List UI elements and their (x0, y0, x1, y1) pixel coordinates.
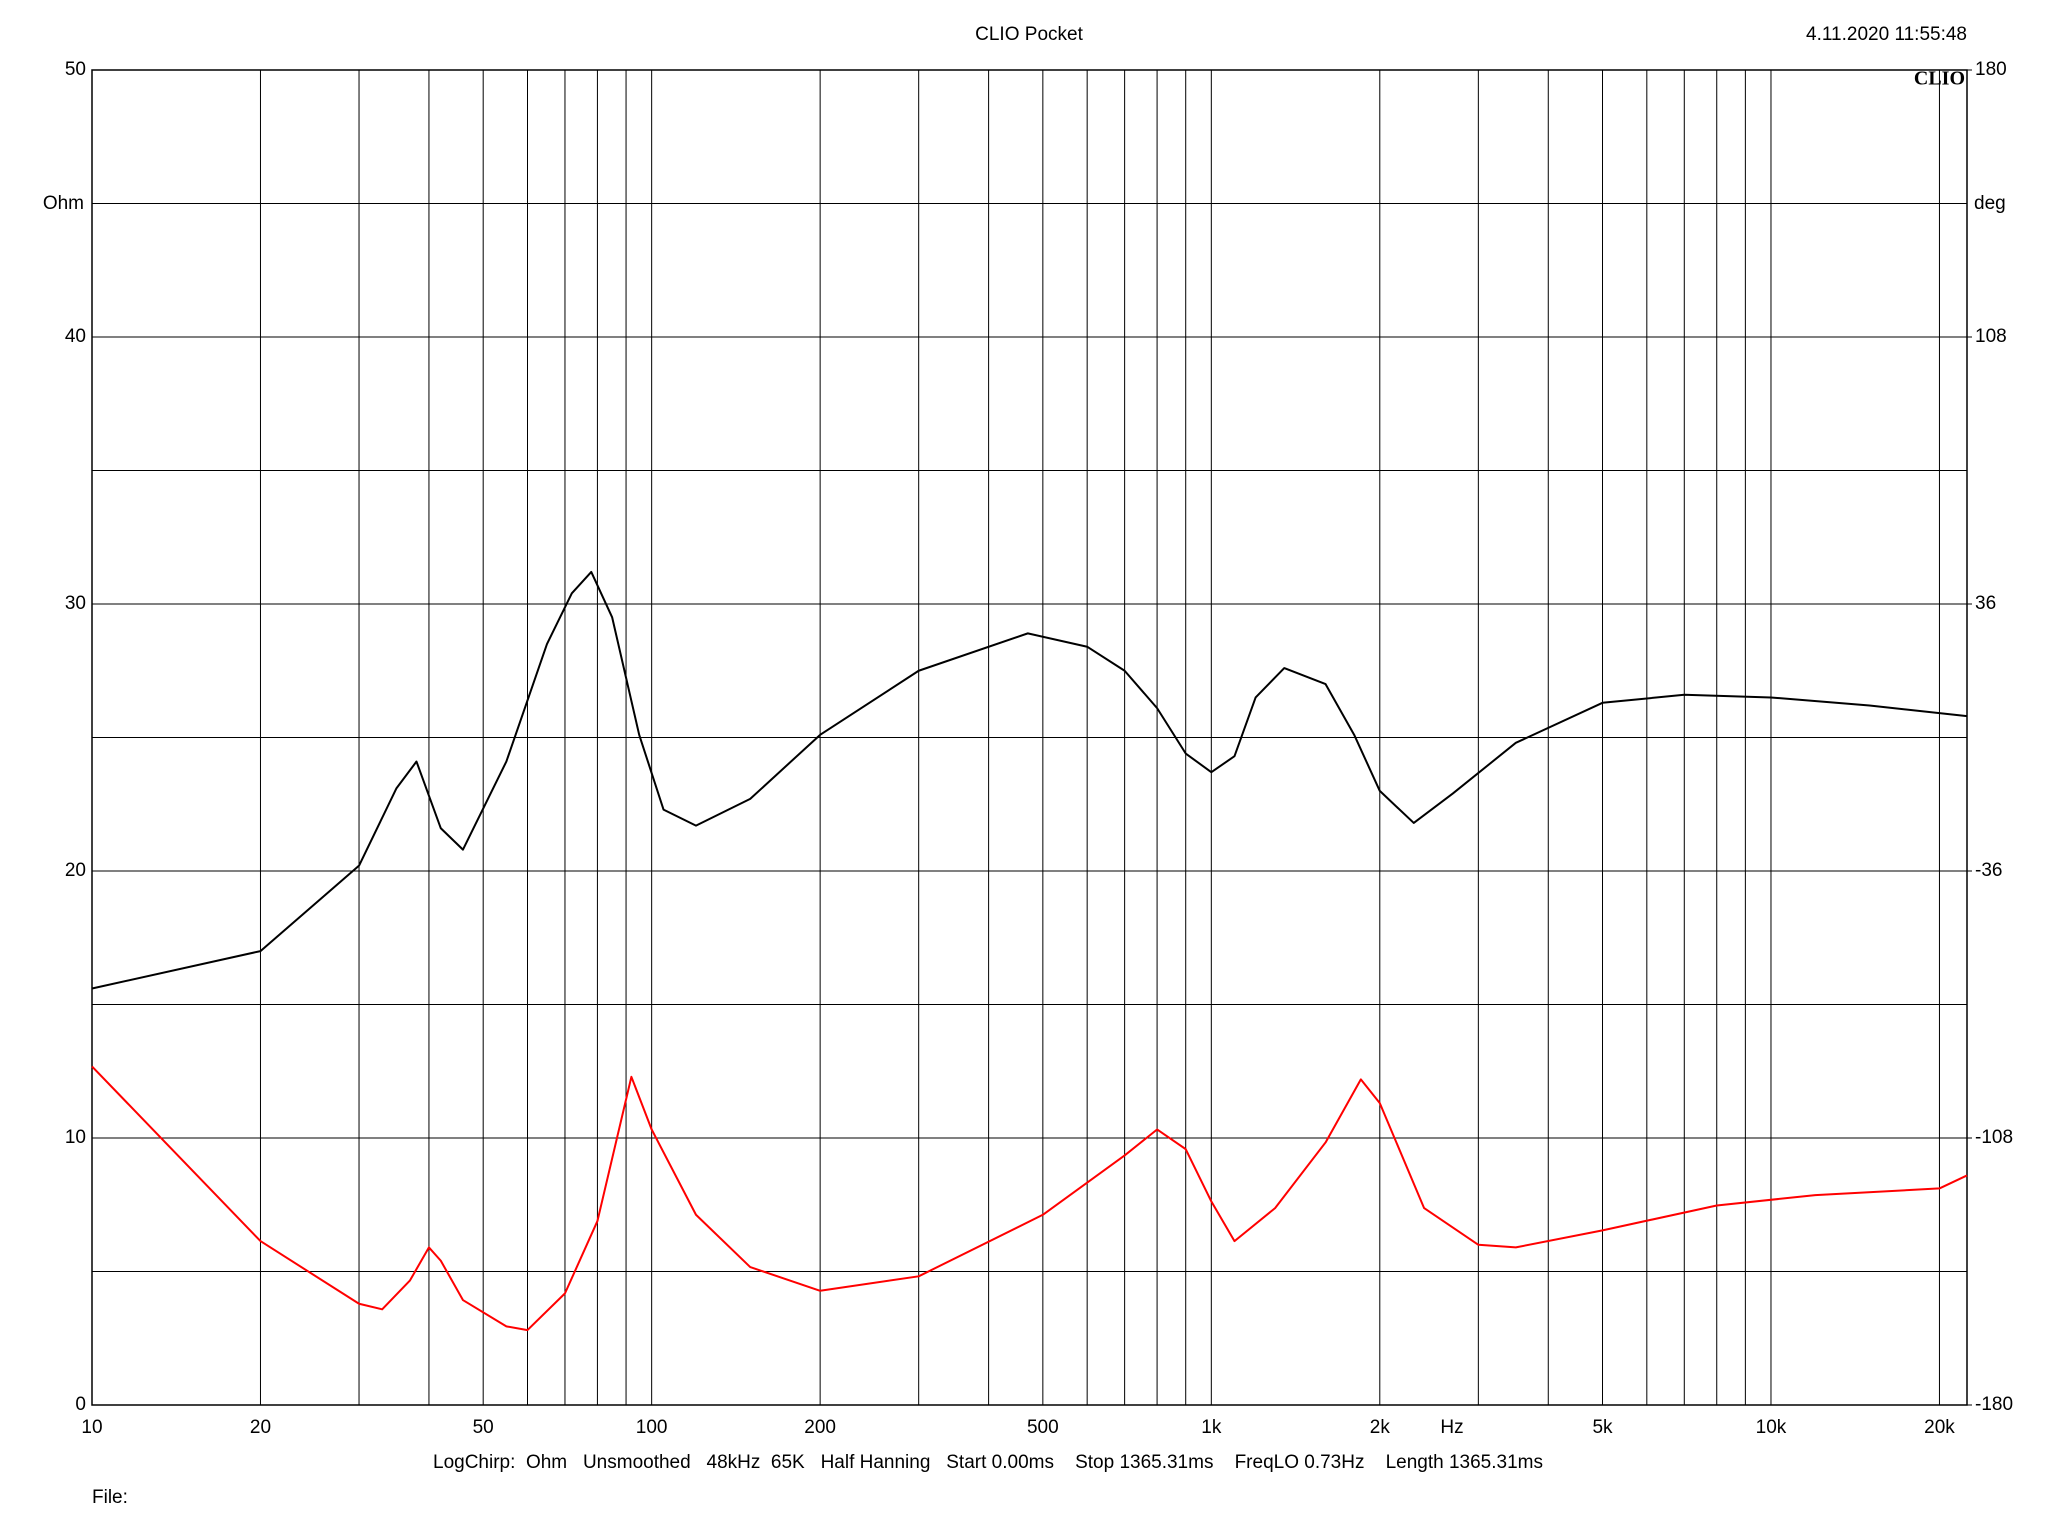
y2-tick-label: -36 (1975, 860, 2002, 881)
x-tick-label: 2k (1370, 1417, 1391, 1438)
x-tick-label: 20 (250, 1417, 271, 1438)
y-tick-label: 30 (65, 593, 86, 614)
x-tick-label: 200 (804, 1417, 836, 1438)
x-tick-label: 50 (473, 1417, 494, 1438)
chart-title: CLIO Pocket (975, 24, 1083, 45)
x-tick-label: 10 (81, 1417, 102, 1438)
y2-tick-label: 36 (1975, 593, 1996, 614)
y2-tick-label: 180 (1975, 59, 2007, 80)
y-axis-label: Ohm (43, 193, 84, 214)
x-tick-label: 1k (1201, 1417, 1222, 1438)
x-tick-label: 500 (1027, 1417, 1059, 1438)
curve (91, 1065, 1968, 1332)
y2-tick-label: -180 (1975, 1394, 2013, 1415)
x-tick-label: 100 (636, 1417, 668, 1438)
x-tick-label: 10k (1756, 1417, 1787, 1438)
footer: LogChirp: Ohm Unsmoothed 48kHz 65K Half … (433, 1452, 1543, 1473)
y-tick-label: 50 (65, 59, 86, 80)
y2-tick-label: 108 (1975, 326, 2007, 347)
y-tick-label: 20 (65, 860, 86, 881)
file-label: File: (92, 1487, 128, 1508)
y-tick-label: 10 (65, 1127, 86, 1148)
y-tick-label: 40 (65, 326, 86, 347)
x-tick-label: 20k (1924, 1417, 1955, 1438)
timestamp: 4.11.2020 11:55:48 (1806, 24, 1967, 45)
x-tick-label: 5k (1592, 1417, 1613, 1438)
curve (91, 570, 1968, 990)
x-unit-label: Hz (1440, 1417, 1463, 1438)
y-tick-label: 0 (75, 1394, 86, 1415)
y2-axis-label: deg (1974, 193, 2006, 214)
y2-tick-label: -108 (1975, 1127, 2013, 1148)
